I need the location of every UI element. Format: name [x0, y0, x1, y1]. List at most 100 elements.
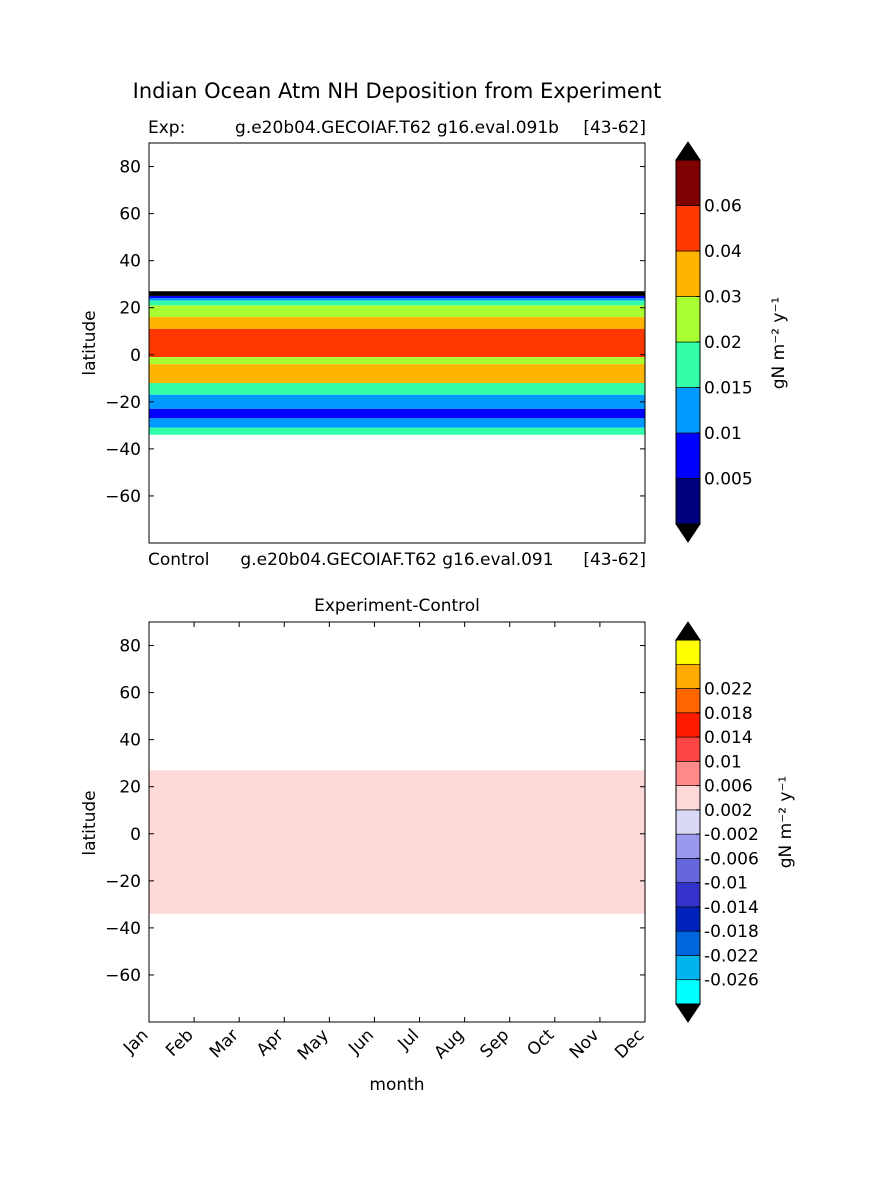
contour-band [149, 295, 645, 299]
plot-frame [148, 621, 646, 1023]
colorbar-segment [675, 930, 701, 956]
ytick-label: 0 [130, 825, 141, 845]
contour-band [149, 298, 645, 301]
colorbar-tick-label: -0.026 [704, 971, 759, 991]
colorbar-segment [675, 341, 701, 388]
plot-frame [148, 142, 646, 544]
bottom-title: Experiment-Control [314, 596, 480, 616]
difference-field [149, 770, 645, 914]
ytick-label: 40 [119, 252, 141, 272]
colorbar-tick-label: 0.022 [704, 680, 753, 700]
control-title-left: Control [148, 550, 209, 570]
contour-band [149, 357, 645, 365]
colorbar-segment [675, 785, 701, 811]
top-ylabel: latitude [80, 310, 100, 375]
colorbar-segment [675, 833, 701, 859]
colorbar-tick-label: 0.018 [704, 704, 753, 724]
colorbar-segment [675, 639, 701, 665]
colorbar-tick-label: 0.01 [704, 752, 742, 772]
colorbar-tick-label: 0.006 [704, 777, 753, 797]
ytick-label: 60 [119, 684, 141, 704]
colorbar-segment [675, 712, 701, 738]
colorbar-tick-label: 0.014 [704, 728, 753, 748]
ytick-label: 40 [119, 731, 141, 751]
colorbar-tick-label: -0.01 [704, 874, 748, 894]
colorbar-frame [675, 639, 701, 1005]
colorbar-segment [675, 906, 701, 932]
top-title-left: Exp: [148, 118, 185, 138]
contour-band [149, 291, 645, 296]
contour-band [149, 317, 645, 329]
colorbar-segment [675, 809, 701, 835]
colorbar-segment [675, 296, 701, 343]
ytick-label: 0 [130, 346, 141, 366]
control-title-right: [43-62] [583, 550, 646, 570]
top-title-right: [43-62] [583, 118, 646, 138]
bottom-panel: 80 60 40 20 0 −20 −40 −60 Jan Feb Mar Apr May Jun Jul A… [105, 621, 649, 1064]
colorbar-tick-label: 0.005 [704, 470, 753, 490]
top-colorbar-label: gN m⁻² y⁻¹ [769, 297, 789, 390]
colorbar-extend-max [675, 621, 701, 641]
bottom-ylabel: latitude [80, 790, 100, 855]
bottom-colorbar-label: gN m⁻² y⁻¹ [776, 776, 796, 869]
colorbar-segment [675, 882, 701, 908]
bottom-xlabel: month [369, 1075, 424, 1095]
colorbar-segment [675, 159, 701, 206]
colorbar-extend-min [675, 1003, 701, 1023]
colorbar-segment [675, 250, 701, 297]
control-title-center: g.e20b04.GECOIAF.T62 g16.eval.091 [240, 550, 553, 570]
bottom-colorbar: -0.026 -0.022 -0.018 -0.014 -0.01 -0.006 -0.00… [675, 621, 759, 1023]
contour-band [149, 328, 645, 358]
top-panel: 80 60 40 20 0 −20 −40 −60 [105, 142, 646, 544]
xtick-label: Oct [523, 1025, 558, 1060]
ytick-label: −20 [105, 872, 141, 892]
colorbar-extend-max [675, 141, 701, 161]
colorbar-tick-label: 0.01 [704, 424, 742, 444]
xtick-label: Nov [566, 1025, 604, 1063]
contour-band [149, 364, 645, 383]
contour-band [149, 305, 645, 318]
contour-band [149, 394, 645, 409]
xtick-label: Jun [344, 1025, 378, 1059]
ytick-label: 20 [119, 299, 141, 319]
colorbar-segment [675, 432, 701, 479]
figure-suptitle: Indian Ocean Atm NH Deposition from Expe… [133, 79, 662, 103]
colorbar-tick-label: -0.014 [704, 898, 759, 918]
colorbar-tick-label: -0.022 [704, 946, 759, 966]
colorbar-segment [675, 205, 701, 252]
colorbar-segment [675, 858, 701, 883]
colorbar-segment [675, 736, 701, 762]
xtick-label: Jul [394, 1025, 423, 1054]
colorbar-tick-label: 0.015 [704, 379, 753, 399]
ytick-label: 60 [119, 205, 141, 225]
ytick-label: −60 [105, 487, 141, 507]
contour-band [149, 408, 645, 419]
xtick-label: Apr [253, 1025, 288, 1060]
xtick-label: Feb [162, 1025, 197, 1060]
colorbar-segment [675, 688, 701, 714]
xtick-label: May [294, 1025, 333, 1064]
colorbar-tick-label: 0.002 [704, 801, 753, 821]
xtick-label: Jan [119, 1025, 152, 1058]
colorbar-segment [675, 979, 701, 1005]
colorbar-tick-label: 0.04 [704, 242, 742, 262]
ytick-label: −60 [105, 966, 141, 986]
xtick-label: Dec [611, 1025, 648, 1062]
colorbar-segment [675, 387, 701, 434]
ytick-label: 80 [119, 158, 141, 178]
contour-band [149, 300, 645, 306]
colorbar-tick-label: -0.006 [704, 849, 759, 869]
contour-band [149, 427, 645, 435]
colorbar-segment [675, 663, 701, 689]
xtick-label: Sep [476, 1025, 513, 1062]
colorbar-segment [675, 955, 701, 981]
ytick-label: −40 [105, 440, 141, 460]
contour-band [149, 418, 645, 428]
colorbar-tick-label: 0.02 [704, 333, 742, 353]
ytick-label: −20 [105, 393, 141, 413]
top-title-center: g.e20b04.GECOIAF.T62 g16.eval.091b [235, 118, 559, 138]
colorbar-segment [675, 478, 701, 525]
xtick-label: Aug [431, 1025, 469, 1063]
ytick-label: 80 [119, 637, 141, 657]
